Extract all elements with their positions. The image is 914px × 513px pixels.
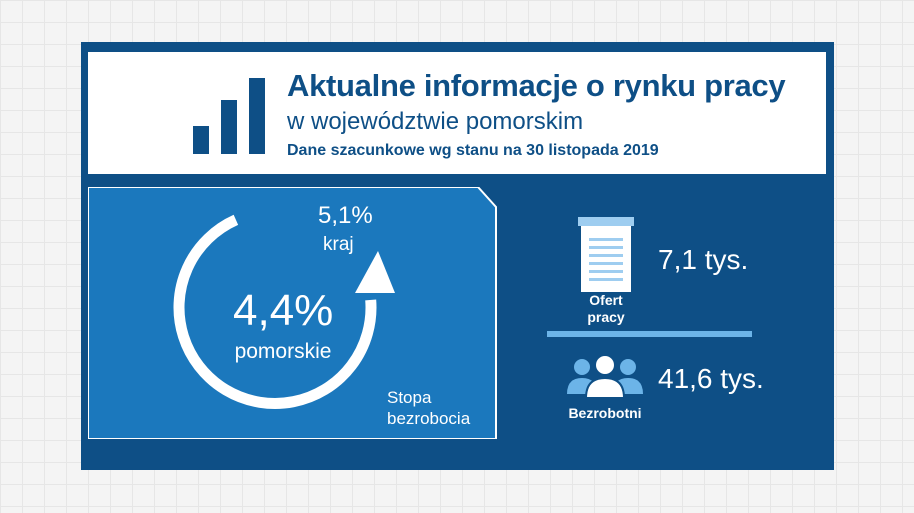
national-rate-label: kraj (323, 234, 354, 255)
job-offers-label-line-1: Ofert (589, 292, 623, 308)
document-icon (578, 217, 634, 292)
national-rate-value: 5,1% (318, 202, 373, 229)
bar-chart-icon (193, 78, 265, 154)
unemployed-label: Bezrobotni (568, 405, 642, 421)
header-box: Aktualne informacje o rynku pracy w woje… (88, 52, 826, 174)
job-offers-label-line-2: pracy (587, 309, 625, 325)
date-note: Dane szacunkowe wg stanu na 30 listopada… (287, 142, 659, 159)
caption-line-1: Stopa (387, 388, 432, 407)
unemployment-rate-caption: Stopa bezrobocia (387, 387, 470, 429)
section-divider (547, 331, 752, 337)
job-offers-label: Ofert pracy (576, 292, 636, 326)
regional-rate-value: 4,4% (233, 286, 334, 335)
unemployed-value: 41,6 tys. (658, 363, 764, 394)
regional-rate-label: pomorskie (234, 340, 332, 363)
page-subtitle: w województwie pomorskim (287, 108, 584, 135)
page-title: Aktualne informacje o rynku pracy (287, 68, 786, 103)
caption-line-2: bezrobocia (387, 409, 471, 428)
unemployment-rate-box (88, 187, 497, 439)
job-offers-value: 7,1 tys. (658, 244, 749, 275)
people-icon (567, 354, 643, 399)
circular-arrow-icon (173, 214, 395, 409)
